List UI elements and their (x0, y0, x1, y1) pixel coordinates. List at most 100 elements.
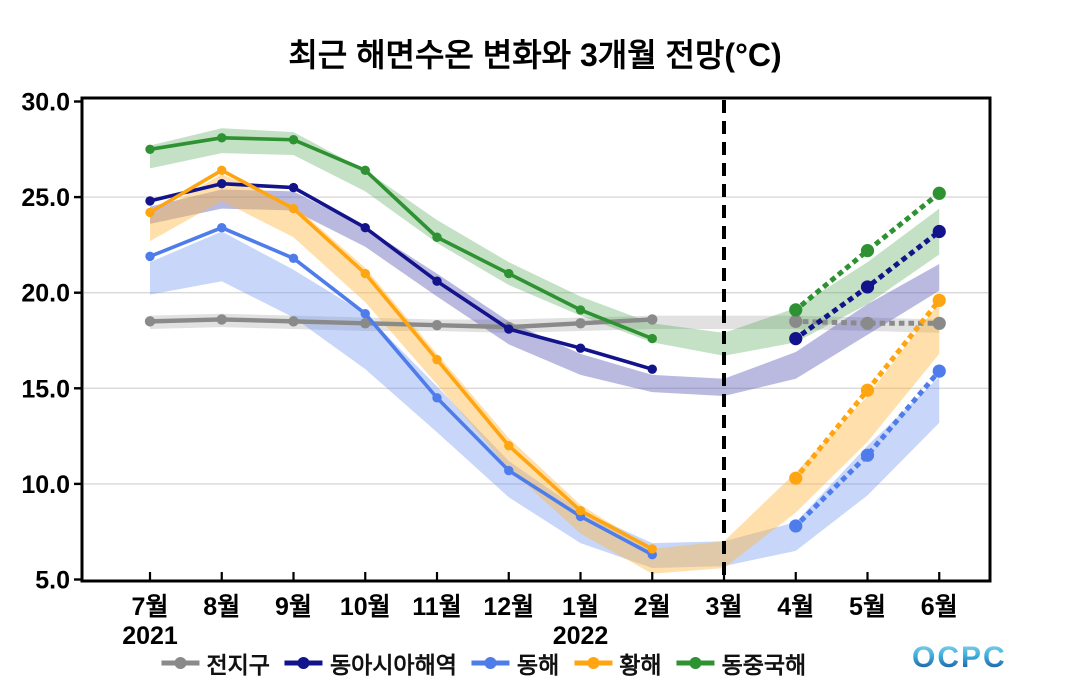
east-asia-seas-observed-line (149, 181, 653, 371)
east-sea-observed-marker (432, 393, 442, 403)
yellow-sea-observed-marker (288, 203, 299, 214)
east-asia-seas-observed-marker (575, 343, 586, 353)
east-china-sea-observed-line (149, 136, 653, 341)
global-observed-marker (288, 316, 299, 327)
east-asia-seas-observed-marker (288, 182, 299, 193)
legend-marker-yellow-sea (574, 657, 613, 669)
east-sea-observed-marker (145, 251, 155, 262)
east-china-sea-observed-marker (360, 165, 370, 176)
east-china-sea-observed-marker (647, 333, 657, 344)
east-asia-seas-observed-marker (217, 179, 227, 189)
yellow-sea-band (150, 174, 940, 574)
y-tick-label: 5.0 (35, 567, 70, 595)
x-tick-label: 9월 (275, 593, 312, 621)
year-label: 2022 (553, 622, 609, 645)
global-forecast-marker (860, 316, 875, 330)
legend-label-east-sea: 동해 (516, 652, 560, 678)
east-asia-seas-forecast-marker (932, 224, 946, 239)
y-tick-label: 25.0 (21, 184, 70, 212)
global-forecast-marker (789, 314, 803, 328)
yellow-sea-observed-marker (360, 268, 370, 279)
east-asia-seas-observed-marker (360, 222, 370, 233)
east-china-sea-observed-marker (145, 144, 155, 154)
east-asia-seas-band (150, 189, 940, 396)
x-tick-label: 4월 (777, 593, 814, 621)
legend-label-yellow-sea: 황해 (619, 652, 662, 678)
east-sea-observed-marker (504, 465, 514, 476)
east-sea-observed-marker (217, 222, 227, 233)
yellow-sea-observed-marker (217, 165, 227, 176)
x-tick-label: 3월 (706, 593, 743, 621)
chart-title: 최근 해면수온 변화와 3개월 전망(°C) (288, 37, 782, 73)
y-tick-label: 20.0 (21, 280, 70, 308)
east-sea-forecast-marker (860, 448, 875, 462)
ocpc-logo: OCPC (912, 641, 1007, 674)
global-observed-marker (431, 320, 443, 331)
yellow-sea-observed-marker (504, 440, 514, 451)
global-observed-marker (575, 318, 586, 329)
legend-marker-east-sea (471, 657, 510, 669)
east-china-sea-forecast-marker (860, 244, 875, 258)
legend-item-east-sea: 동해 (471, 646, 559, 680)
legend-marker-east-china-sea (676, 657, 715, 669)
legend-label-global: 전지구 (206, 652, 270, 678)
yellow-sea-observed-marker (145, 207, 155, 218)
east-china-sea-observed-marker (288, 135, 299, 145)
east-sea-forecast-line (792, 367, 943, 530)
east-asia-seas-observed-marker (145, 196, 155, 206)
x-tick-label: 2월 (634, 593, 671, 621)
east-sea-observed-line (149, 225, 654, 557)
east-sea-forecast-marker (789, 519, 803, 533)
east-sea-observed-marker (288, 253, 299, 263)
east-china-sea-observed-marker (432, 232, 442, 242)
east-china-sea-observed-marker (504, 268, 514, 279)
east-asia-seas-observed-marker (504, 324, 514, 334)
east-china-sea-band (150, 128, 940, 356)
legend-marker-dot-yellow-sea (587, 657, 600, 669)
east-china-sea-forecast-line (792, 189, 943, 314)
plot-frame (80, 96, 992, 583)
legend-item-east-asia-seas: 동아시아해역 (284, 646, 457, 680)
legend-item-global: 전지구 (160, 646, 270, 680)
legend-marker-dot-east-china-sea (689, 657, 702, 669)
global-observed-marker (144, 316, 156, 327)
x-tick-label: 1월 (562, 593, 599, 621)
legend-marker-dot-global (174, 657, 187, 669)
east-asia-seas-observed-marker (647, 364, 657, 374)
y-tick-label: 30.0 (21, 89, 70, 117)
global-observed-marker (647, 314, 658, 325)
east-sea-band (150, 231, 940, 569)
y-tick-label: 10.0 (21, 471, 70, 499)
legend-marker-dot-east-sea (484, 657, 497, 669)
legend-label-east-asia-seas: 동아시아해역 (329, 652, 457, 678)
x-tick-label: 6월 (921, 593, 958, 621)
yellow-sea-forecast-marker (789, 471, 803, 485)
x-tick-label: 5월 (849, 593, 886, 621)
east-china-sea-observed-marker (217, 133, 227, 143)
legend-marker-dot-east-asia-seas (297, 657, 310, 669)
legend-label-east-china-sea: 동중국해 (721, 652, 807, 678)
yellow-sea-forecast-marker (860, 383, 875, 397)
chart-legend: 전지구 동아시아해역 동해 황해 동중국해 (160, 646, 806, 680)
east-sea-observed-marker (360, 309, 370, 319)
yellow-sea-observed-marker (432, 354, 442, 365)
east-sea-forecast-marker (932, 364, 946, 378)
east-china-sea-forecast-marker (789, 303, 803, 317)
y-tick-label: 15.0 (21, 375, 70, 403)
yellow-sea-observed-marker (647, 544, 657, 554)
legend-marker-east-asia-seas (284, 657, 323, 669)
legend-marker-global (161, 657, 200, 669)
x-tick-label: 8월 (203, 593, 240, 621)
legend-item-yellow-sea: 황해 (573, 646, 662, 680)
yellow-sea-observed-marker (575, 505, 586, 516)
yellow-sea-observed-line (149, 168, 654, 551)
x-tick-label: 12월 (483, 593, 534, 621)
east-asia-seas-forecast-marker (860, 280, 875, 294)
year-label: 2021 (122, 622, 178, 645)
global-observed-marker (216, 314, 227, 325)
x-tick-label: 11월 (412, 593, 461, 621)
yellow-sea-forecast-marker (932, 293, 946, 307)
global-forecast-marker (932, 316, 946, 330)
east-china-sea-forecast-marker (932, 186, 946, 200)
